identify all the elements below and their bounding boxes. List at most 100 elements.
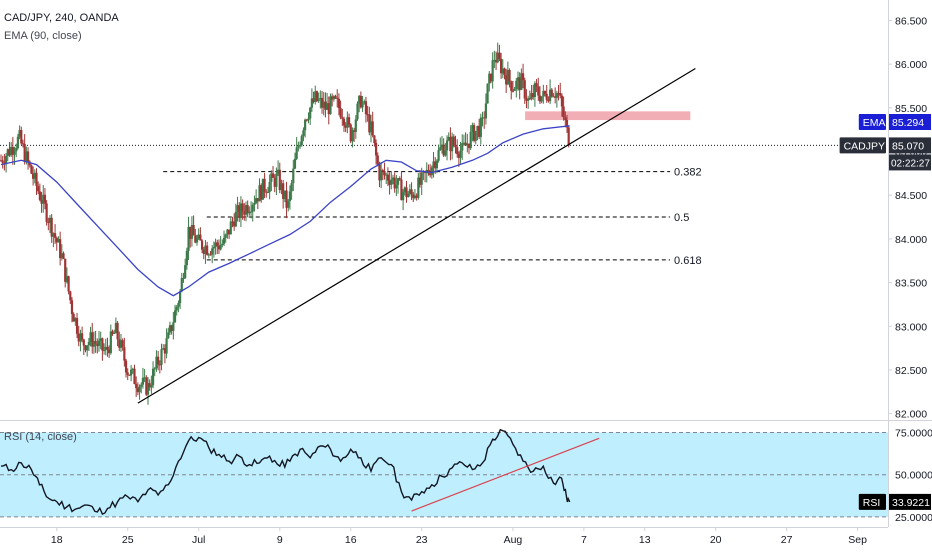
price-badge-label: CADJPY (844, 140, 885, 152)
candle (50, 214, 53, 243)
candle (155, 350, 158, 372)
candle (518, 72, 521, 100)
candle-body (282, 183, 285, 199)
candle-body (353, 130, 356, 132)
candle-body (288, 191, 292, 202)
candle (371, 111, 374, 138)
candle (347, 113, 351, 128)
candle-body (339, 108, 342, 118)
candle-body (542, 91, 545, 97)
candle-body (165, 338, 168, 354)
candle (75, 313, 79, 339)
candle-body (238, 205, 241, 218)
candle (173, 304, 177, 323)
candle (214, 238, 217, 255)
candle (86, 345, 89, 357)
price-tick-label: 83.500 (895, 278, 927, 290)
candle (126, 368, 129, 381)
candle-body (60, 253, 63, 259)
rsi-series (0, 428, 600, 516)
rsi-badge-label-bg (858, 493, 886, 510)
candle (23, 134, 26, 165)
trendline-group[interactable] (137, 68, 696, 404)
candle (542, 84, 545, 104)
candle (217, 239, 221, 254)
candle (241, 199, 244, 220)
candle-body (6, 149, 9, 156)
candle-body (479, 117, 482, 137)
candle-body (461, 143, 464, 151)
candle (123, 337, 126, 367)
candle-body (383, 171, 386, 176)
candle (158, 360, 161, 374)
candle (109, 324, 112, 355)
candle-body (157, 356, 160, 365)
candle-body (462, 142, 466, 144)
rsi-legend[interactable]: RSI (14, close) (4, 431, 77, 443)
candle-body (432, 161, 435, 168)
candle-body (346, 117, 349, 128)
candle-body (23, 143, 26, 163)
fibonacci-retracement[interactable]: 0.382 0.5 0.618 (163, 167, 702, 267)
candle (84, 344, 87, 353)
candle-body (331, 96, 334, 100)
candle-body (498, 52, 501, 59)
candle (500, 52, 503, 79)
ema-badge-value: 85.294 (892, 117, 924, 129)
candle (288, 185, 292, 210)
price-badge: CADJPY 85.070 (839, 137, 931, 154)
candle (454, 135, 457, 154)
candle-body (255, 198, 258, 204)
candle-body (400, 179, 403, 201)
candle-body (429, 173, 432, 176)
candle (260, 183, 263, 203)
candle (412, 191, 415, 203)
candle-body (43, 194, 47, 204)
candle-body (177, 303, 180, 307)
candle (239, 196, 243, 227)
candle-body (265, 191, 268, 193)
candle (449, 127, 452, 161)
candle (496, 42, 499, 64)
candle-body (393, 177, 396, 189)
candle-body (158, 364, 161, 366)
candle-body (366, 114, 369, 116)
candle-body (74, 318, 77, 322)
candle-body (45, 203, 48, 222)
candle (532, 84, 535, 100)
ema-legend[interactable]: EMA (90, close) (4, 30, 82, 42)
candle-body (454, 145, 457, 148)
candle (209, 251, 212, 256)
price-tick-label: 86.000 (895, 59, 927, 71)
candle (121, 338, 124, 351)
candle-body (37, 186, 40, 192)
candle-body (347, 117, 351, 125)
candle (194, 228, 197, 244)
candle-body (194, 235, 197, 243)
candle (276, 160, 280, 177)
candle (554, 87, 557, 104)
candle (106, 337, 109, 357)
candle (555, 90, 558, 108)
candle (528, 90, 531, 101)
candle (268, 174, 271, 200)
candle (282, 179, 285, 209)
candle-body (143, 377, 146, 379)
candle-body (543, 91, 547, 94)
candle (271, 165, 275, 178)
candle (138, 384, 141, 400)
candle (388, 172, 391, 195)
candle (238, 202, 241, 222)
price-tick-label: 84.500 (895, 190, 927, 202)
candle (113, 329, 116, 335)
candle (182, 272, 185, 283)
candle (368, 106, 371, 136)
time-tick-label: Aug (504, 534, 523, 546)
resistance-zone[interactable] (525, 111, 691, 121)
candle (199, 227, 202, 241)
candle-body (180, 278, 183, 292)
candle (503, 67, 506, 80)
time-axis[interactable]: 18 25 Jul 9 16 23 Aug 7 13 20 27 Sep (51, 527, 867, 546)
price-axis[interactable]: 82.000 82.500 83.000 83.500 84.000 84.500 85.0… (888, 15, 932, 524)
